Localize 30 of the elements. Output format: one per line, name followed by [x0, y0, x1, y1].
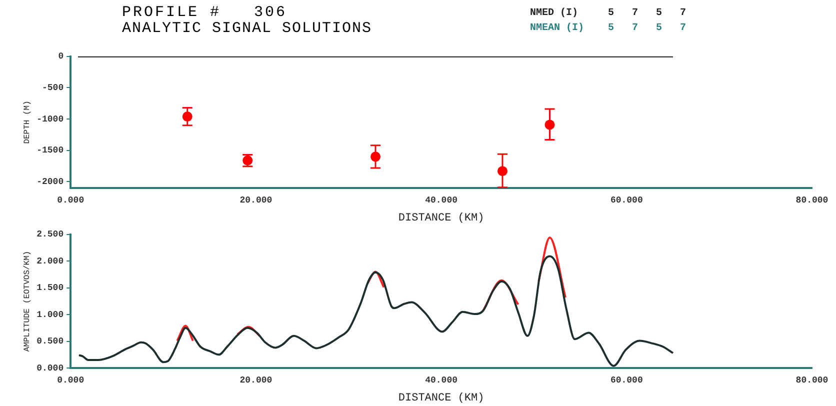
y-tick-label: 0.500 [36, 336, 64, 347]
chart-title: PROFILE # 306 [122, 4, 288, 21]
y-tick-label: 0.000 [36, 363, 64, 374]
y-tick-label: -500 [42, 83, 64, 93]
x-tick-label: 20.000 [240, 196, 272, 206]
x-tick-label: 60.000 [610, 376, 643, 386]
x-tick-label: 80.000 [796, 376, 828, 386]
x-tick-label: 40.000 [425, 196, 458, 206]
x-axis-title: DISTANCE (KM) [398, 392, 484, 404]
line-series [78, 255, 674, 367]
y-tick-label: 2.500 [36, 230, 64, 240]
x-tick-label: 0.000 [57, 196, 84, 206]
text: NMED (I) 5 7 5 7 [530, 8, 686, 19]
y-tick-label: 2.000 [36, 256, 64, 266]
x-axis-title: DISTANCE (KM) [398, 212, 484, 224]
text: NMEAN (I) 5 7 5 7 [530, 23, 686, 34]
y-tick-label: 0 [58, 52, 64, 62]
x-tick-label: 80.000 [796, 196, 828, 206]
chart-subtitle: ANALYTIC SIGNAL SOLUTIONS [122, 20, 372, 37]
x-tick-label: 60.000 [610, 196, 643, 206]
x-tick-label: 20.000 [240, 376, 272, 386]
x-tick-label: 0.000 [57, 376, 84, 386]
y-axis-title: AMPLITUDE (EOTVOS/KM) [22, 250, 32, 352]
y-tick-label: 1.000 [36, 310, 64, 320]
y-axis-title: DEPTH (M) [22, 100, 32, 144]
y-tick-label: -1000 [36, 114, 64, 124]
x-tick-label: 40.000 [425, 376, 458, 386]
y-tick-label: -2000 [36, 177, 64, 187]
y-tick-label: -1500 [36, 146, 64, 156]
y-tick-label: 1.500 [36, 283, 64, 294]
